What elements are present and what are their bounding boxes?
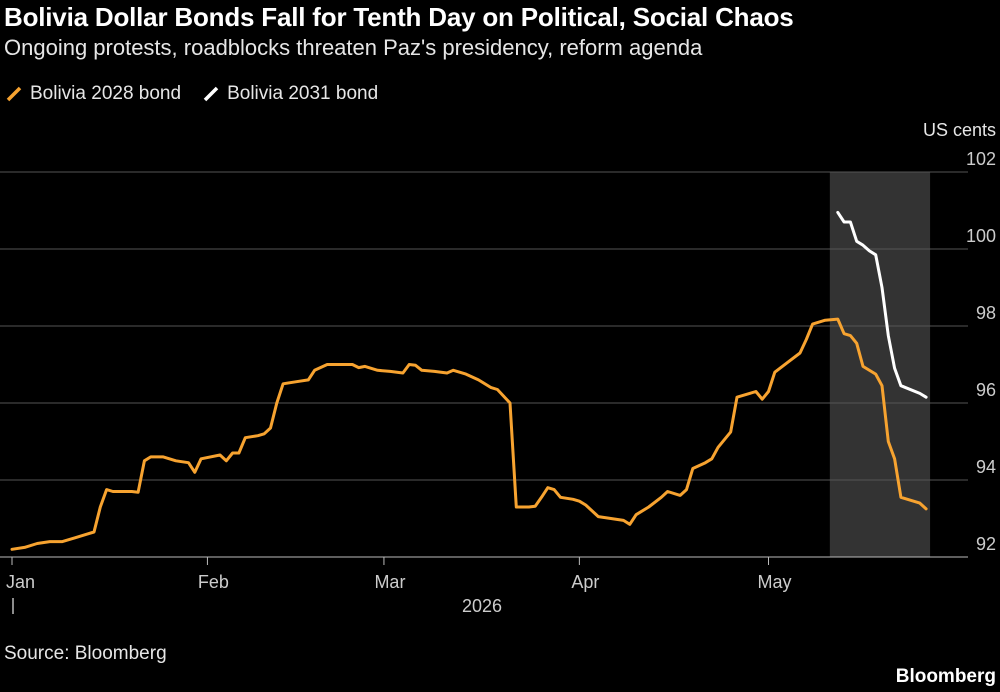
shaded-region bbox=[829, 172, 931, 557]
x-axis-year-label: 2026 bbox=[462, 596, 502, 616]
bloomberg-logo: Bloomberg bbox=[895, 666, 996, 687]
legend-label-2028: Bolivia 2028 bond bbox=[30, 83, 182, 104]
chart-title: Bolivia Dollar Bonds Fall for Tenth Day … bbox=[4, 2, 794, 32]
y-tick-label-102: 102 bbox=[966, 149, 996, 169]
y-tick-label-96: 96 bbox=[976, 380, 996, 400]
legend-item-2028: Bolivia 2028 bond bbox=[6, 83, 181, 105]
x-tick-label-feb: Feb bbox=[198, 572, 229, 592]
legend-swatch-2031-icon bbox=[203, 86, 219, 102]
x-tick-label-jan: Jan bbox=[6, 572, 35, 592]
x-tick-label-mar: Mar bbox=[374, 572, 405, 592]
chart-subtitle: Ongoing protests, roadblocks threaten Pa… bbox=[4, 35, 703, 60]
y-axis-unit-label: US cents bbox=[923, 120, 996, 140]
legend-swatch-2028-icon bbox=[6, 86, 22, 102]
y-tick-label-98: 98 bbox=[976, 303, 996, 323]
series-line-2031 bbox=[836, 210, 928, 399]
x-tick-label-may: May bbox=[757, 572, 791, 592]
y-tick-label-100: 100 bbox=[966, 226, 996, 246]
y-tick-label-94: 94 bbox=[976, 457, 996, 477]
series-line-2028 bbox=[10, 317, 928, 551]
source-note: Source: Bloomberg bbox=[4, 643, 167, 664]
x-tick-label-apr: Apr bbox=[571, 572, 599, 592]
legend-label-2031: Bolivia 2031 bond bbox=[227, 83, 379, 104]
y-tick-label-92: 92 bbox=[976, 534, 996, 554]
legend-item-2031: Bolivia 2031 bond bbox=[203, 83, 378, 105]
legend: Bolivia 2028 bond Bolivia 2031 bond bbox=[6, 83, 400, 105]
